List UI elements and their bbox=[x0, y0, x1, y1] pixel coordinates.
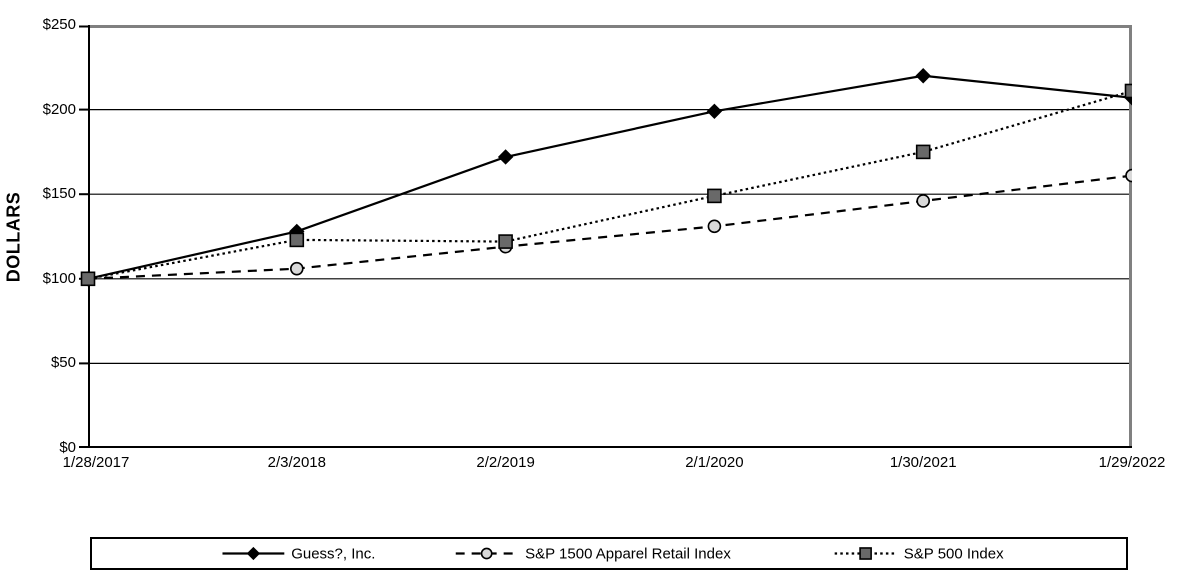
square-marker bbox=[289, 232, 305, 248]
square-marker bbox=[80, 271, 96, 287]
y-tick-label: $200 bbox=[42, 100, 76, 118]
series-line bbox=[87, 74, 1132, 280]
legend-label: Guess?, Inc. bbox=[291, 545, 376, 562]
legend-item: S&P 500 Index bbox=[834, 545, 1004, 562]
legend-line-sample bbox=[456, 547, 519, 560]
x-tick-label: 1/28/2017 bbox=[62, 454, 130, 471]
y-tick-label: $250 bbox=[42, 16, 76, 33]
y-tick-label: $50 bbox=[50, 354, 76, 372]
legend-box: Guess?, Inc. S&P 1500 Apparel Retail Inde… bbox=[90, 537, 1128, 570]
circle-marker bbox=[481, 547, 494, 560]
series-line bbox=[87, 89, 1132, 280]
legend-label: S&P 500 Index bbox=[903, 545, 1004, 562]
x-tick-label: 1/29/2022 bbox=[1098, 454, 1166, 471]
x-tick-label: 1/30/2021 bbox=[889, 454, 957, 471]
square-marker bbox=[498, 234, 513, 249]
legend-line-sample bbox=[222, 546, 285, 561]
legend-item: S&P 1500 Apparel Retail Index bbox=[456, 545, 731, 562]
circle-marker bbox=[1125, 168, 1132, 183]
diamond-marker bbox=[706, 103, 723, 119]
x-tick-label: 2/1/2020 bbox=[685, 454, 744, 471]
x-tick-label: 2/2/2019 bbox=[476, 454, 535, 471]
x-tick-label: 2/3/2018 bbox=[267, 454, 326, 471]
legend-item: Guess?, Inc. bbox=[222, 545, 375, 562]
square-marker bbox=[915, 144, 931, 160]
square-marker bbox=[1124, 83, 1132, 99]
y-tick-label: $150 bbox=[42, 185, 76, 203]
y-tick-label: $0 bbox=[59, 439, 76, 456]
series-line bbox=[87, 174, 1132, 280]
plot-area bbox=[79, 25, 1132, 448]
square-marker bbox=[707, 188, 722, 204]
square-marker bbox=[859, 547, 873, 560]
diamond-marker bbox=[246, 546, 260, 561]
diamond-marker bbox=[915, 68, 931, 84]
diamond-marker bbox=[497, 149, 514, 165]
circle-marker bbox=[916, 194, 931, 208]
legend-label: S&P 1500 Apparel Retail Index bbox=[525, 545, 731, 562]
circle-marker bbox=[290, 261, 304, 276]
legend-line-sample bbox=[834, 547, 897, 560]
y-tick-label: $100 bbox=[42, 269, 76, 287]
y-axis-title: DOLLARS bbox=[3, 191, 24, 283]
circle-marker bbox=[707, 219, 722, 234]
